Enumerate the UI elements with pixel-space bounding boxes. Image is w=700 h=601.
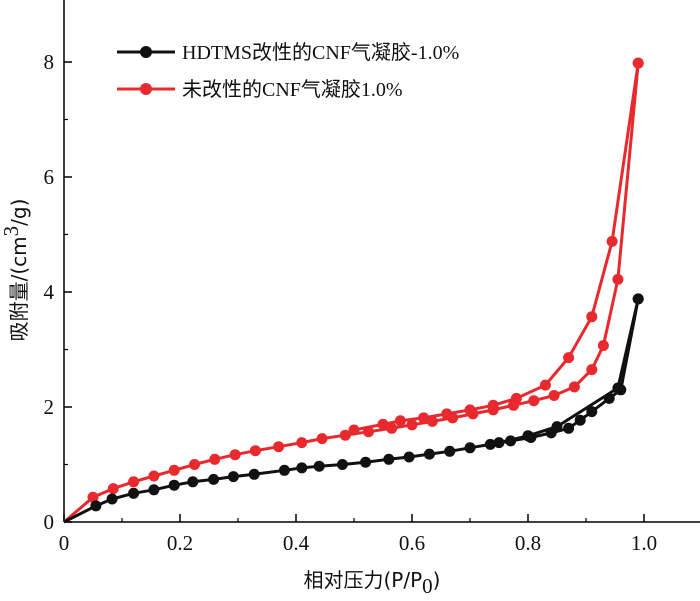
data-point bbox=[209, 453, 221, 465]
y-axis-title: 吸附量/(cm3/g) bbox=[0, 199, 31, 342]
data-point bbox=[522, 430, 534, 442]
data-point bbox=[603, 392, 615, 404]
data-point bbox=[528, 395, 540, 407]
data-point bbox=[563, 422, 575, 434]
data-point bbox=[248, 468, 260, 480]
data-point bbox=[394, 415, 406, 427]
y-axis-title-main: 吸附量/(cm bbox=[7, 236, 31, 341]
data-point bbox=[296, 437, 308, 449]
legend-label-hdtms: HDTMS改性的CNF气凝胶-1.0% bbox=[182, 41, 459, 64]
data-point bbox=[313, 460, 325, 472]
x-axis-title-end: ) bbox=[433, 568, 441, 592]
y-tick-label: 6 bbox=[44, 165, 55, 189]
series-unmodified bbox=[63, 57, 644, 524]
data-point bbox=[423, 448, 435, 460]
data-point bbox=[563, 352, 575, 364]
data-point bbox=[87, 491, 99, 503]
data-point bbox=[189, 459, 200, 470]
data-point bbox=[363, 426, 374, 438]
data-point bbox=[316, 433, 328, 445]
data-point bbox=[386, 422, 398, 434]
legend-marker-unmodified bbox=[140, 83, 152, 95]
data-point bbox=[187, 476, 199, 488]
data-point bbox=[339, 429, 351, 441]
y-tick-label: 4 bbox=[44, 280, 55, 304]
x-tick-label: 1.0 bbox=[631, 531, 657, 555]
data-point bbox=[484, 438, 496, 450]
x-tick-label: 0 bbox=[59, 531, 70, 555]
data-point bbox=[464, 404, 476, 416]
series-hdtms bbox=[63, 293, 644, 524]
data-point bbox=[418, 412, 430, 424]
data-point bbox=[403, 451, 415, 463]
data-point bbox=[90, 500, 102, 512]
axis-ticks: 0 0.2 0.4 0.6 0.8 1.0 0 2 4 6 8 bbox=[44, 50, 658, 555]
y-tick-label: 2 bbox=[44, 395, 55, 419]
x-tick-label: 0.4 bbox=[283, 531, 310, 555]
data-point bbox=[168, 464, 180, 476]
data-point bbox=[612, 382, 624, 394]
data-point bbox=[273, 441, 285, 453]
data-point bbox=[128, 476, 140, 488]
data-point bbox=[360, 456, 372, 468]
data-point bbox=[464, 442, 476, 454]
data-point bbox=[296, 462, 308, 474]
data-point bbox=[128, 487, 140, 499]
data-point bbox=[383, 453, 395, 465]
x-axis-title-main: 相对压力(P/P bbox=[304, 568, 423, 592]
data-point bbox=[426, 415, 438, 427]
data-point bbox=[336, 459, 348, 470]
data-point bbox=[510, 392, 522, 404]
data-point bbox=[505, 435, 517, 447]
data-point bbox=[487, 399, 499, 411]
series-line-desorption bbox=[353, 62, 640, 432]
data-point bbox=[632, 293, 644, 305]
data-point bbox=[493, 437, 505, 449]
data-point bbox=[539, 379, 551, 391]
data-point bbox=[249, 445, 261, 457]
data-point bbox=[632, 57, 644, 69]
data-point bbox=[586, 311, 598, 323]
data-point bbox=[406, 419, 418, 431]
series-line-desorption bbox=[498, 298, 640, 445]
data-point bbox=[597, 340, 609, 351]
data-point bbox=[227, 471, 239, 483]
x-axis-title: 相对压力(P/P0) bbox=[304, 568, 441, 598]
data-point bbox=[612, 273, 624, 285]
x-tick-label: 0.8 bbox=[515, 531, 541, 555]
data-point bbox=[548, 390, 560, 401]
data-point bbox=[348, 424, 360, 436]
series-line-adsorption bbox=[63, 62, 640, 524]
legend-label-unmodified: 未改性的CNF气凝胶1.0% bbox=[182, 78, 403, 101]
x-tick-label: 0.6 bbox=[399, 531, 425, 555]
x-axis-title-sub: 0 bbox=[422, 574, 433, 598]
legend: HDTMS改性的CNF气凝胶-1.0% 未改性的CNF气凝胶1.0% bbox=[117, 41, 459, 101]
y-tick-label: 0 bbox=[44, 510, 55, 534]
y-axis-title-sup: 3 bbox=[0, 226, 23, 237]
data-point bbox=[168, 479, 180, 491]
data-point bbox=[568, 381, 580, 393]
data-point bbox=[148, 484, 160, 496]
y-axis-title-end: /g) bbox=[7, 199, 31, 226]
data-point bbox=[208, 473, 220, 485]
data-point bbox=[278, 464, 290, 476]
data-point bbox=[551, 421, 563, 433]
data-point bbox=[229, 449, 241, 461]
data-point bbox=[444, 445, 456, 457]
data-point bbox=[606, 235, 618, 247]
data-point bbox=[107, 483, 119, 495]
data-point bbox=[377, 418, 389, 430]
data-point bbox=[586, 364, 598, 376]
legend-marker-hdtms bbox=[140, 46, 152, 58]
data-point bbox=[106, 493, 118, 505]
x-tick-label: 0.2 bbox=[167, 531, 193, 555]
data-point bbox=[574, 414, 586, 426]
data-point bbox=[148, 470, 160, 482]
y-tick-label: 8 bbox=[44, 50, 55, 74]
data-point bbox=[441, 408, 453, 420]
data-point bbox=[586, 406, 598, 418]
series-layer bbox=[63, 57, 644, 524]
